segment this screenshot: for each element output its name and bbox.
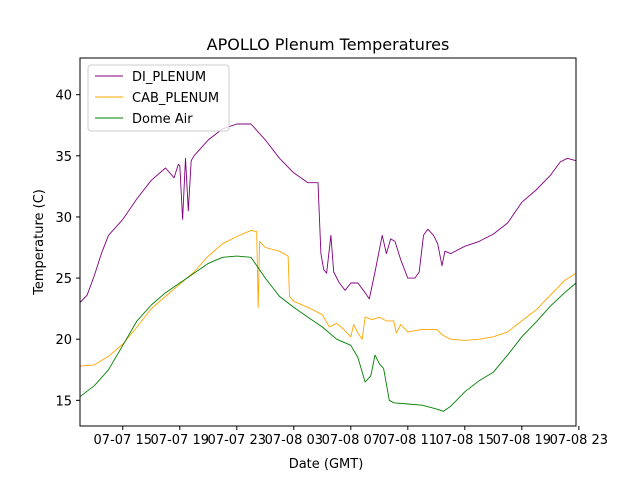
chart-title: APOLLO Plenum Temperatures (207, 35, 450, 54)
x-tick-label: 07-08 03 (265, 433, 323, 448)
x-tick-label: 07-08 07 (322, 433, 380, 448)
series-line-di-plenum (79, 123, 577, 303)
plot-area-frame (79, 57, 577, 427)
x-tick-label: 07-08 19 (493, 433, 551, 448)
legend-label: CAB_PLENUM (132, 91, 219, 106)
y-tick-label: 30 (55, 211, 72, 226)
legend: DI_PLENUM CAB_PLENUM Dome Air (87, 64, 230, 132)
y-axis-label: Temperature (C) (32, 189, 47, 296)
x-tick-label: 07-07 19 (151, 433, 209, 448)
y-tick-label: 15 (55, 394, 72, 409)
y-tick-label: 25 (55, 272, 72, 287)
legend-label: Dome Air (132, 112, 193, 127)
legend-label: DI_PLENUM (132, 70, 206, 85)
legend-box (87, 64, 230, 132)
y-tick-label: 40 (55, 89, 72, 104)
series-line-cab-plenum (79, 229, 577, 367)
x-tick-label: 07-07 23 (208, 433, 266, 448)
x-tick-label: 07-08 11 (379, 433, 437, 448)
y-axis: 15 20 25 30 35 40 (55, 89, 80, 409)
series-line-dome-air (79, 255, 577, 412)
y-tick-label: 35 (55, 150, 72, 165)
x-axis-label: Date (GMT) (289, 457, 364, 472)
x-tick-label: 07-07 15 (94, 433, 152, 448)
y-tick-label: 20 (55, 333, 72, 348)
x-tick-label: 07-08 15 (436, 433, 494, 448)
plot-series-group (79, 123, 577, 412)
x-tick-label: 07-08 23 (550, 433, 608, 448)
